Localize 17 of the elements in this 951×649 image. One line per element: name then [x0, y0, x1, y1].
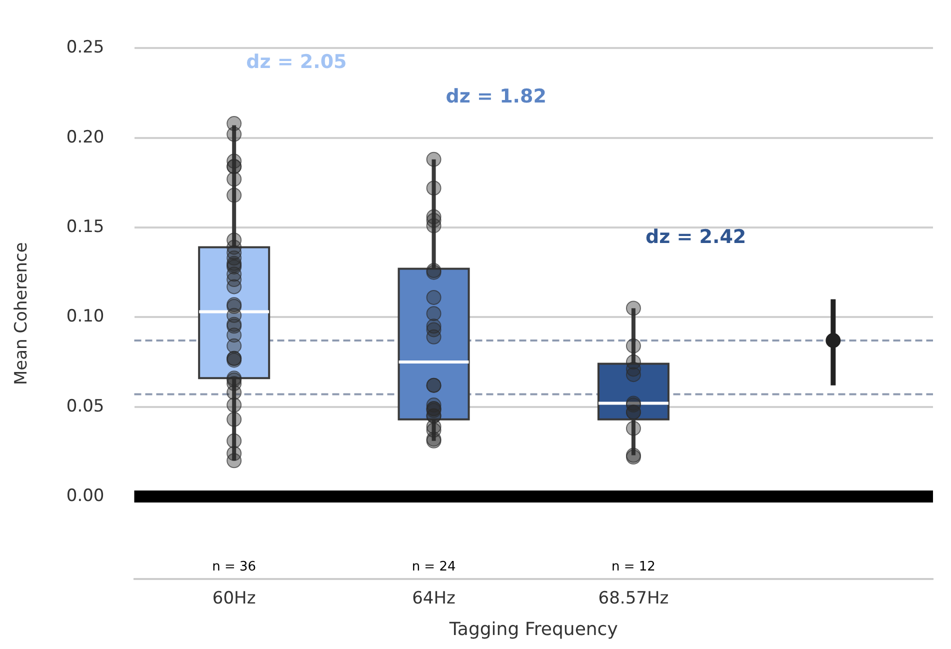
annotation: n = 12	[611, 559, 656, 574]
y-tick-label: 0.25	[66, 38, 104, 58]
y-axis-title: Mean Coherence	[12, 242, 32, 386]
annotation: dz = 1.82	[446, 85, 546, 108]
annotation: dz = 2.42	[645, 226, 746, 248]
y-tick-label: 0.10	[66, 306, 104, 327]
x-tick-label: 60Hz	[212, 588, 256, 609]
annotation: n = 36	[212, 559, 256, 574]
y-tick-label: 0.05	[66, 396, 104, 416]
x-tick-label: 68.57Hz	[598, 588, 669, 609]
y-tick-label: 0.00	[66, 486, 104, 506]
annotation: n = 24	[412, 559, 456, 574]
x-tick-label: 64Hz	[412, 588, 456, 609]
x-axis-title: Tagging Frequency	[448, 618, 618, 640]
y-tick-label: 0.20	[66, 127, 104, 148]
y-tick-label: 0.15	[66, 216, 104, 237]
annotation: dz = 2.05	[246, 51, 347, 74]
